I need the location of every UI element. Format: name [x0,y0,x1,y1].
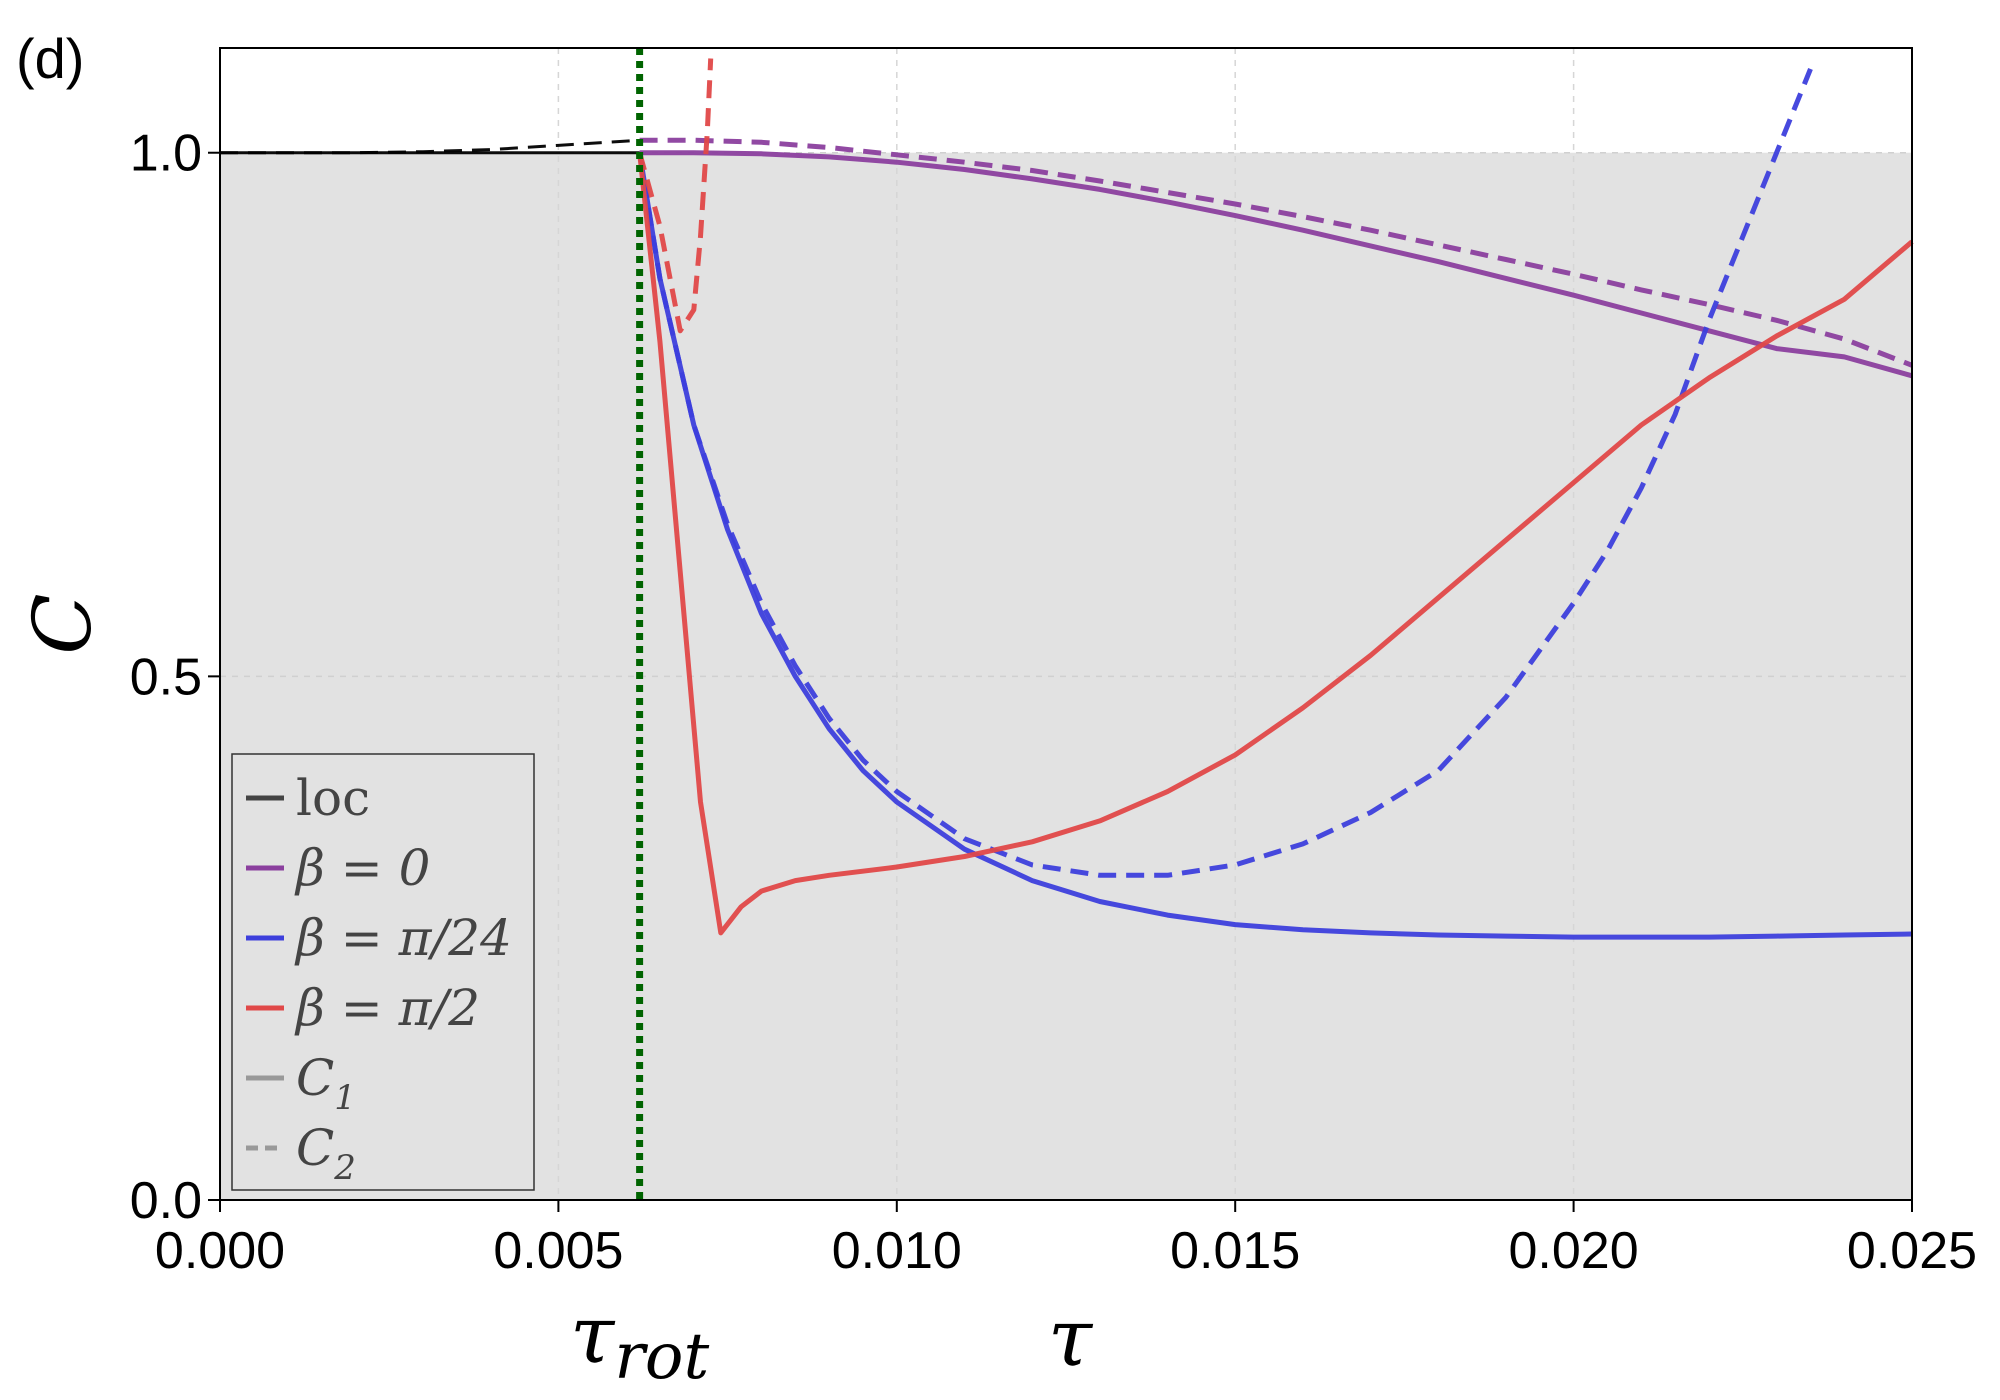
x-axis-label: τ [1048,1291,1094,1384]
y-tick-label: 0.0 [130,1172,202,1230]
plot-frame [219,47,1913,1201]
legend-label: C2 [296,1119,356,1188]
series-line--0-c2 [639,137,1913,368]
tau-rot-label-main: τ [570,1288,616,1381]
legend-label: loc [296,769,370,827]
legend-label: C1 [296,1049,356,1118]
series-line-loc-c2 [220,138,640,155]
x-tick-label: 0.015 [1170,1222,1300,1280]
series-line--2-c2 [637,58,714,334]
legend-item: loc [246,769,370,827]
tau-rot-label-sub: rot [614,1320,709,1394]
axis-labels: C τ τrot [16,593,1094,1394]
legend-label: β = π/2 [294,979,480,1037]
series-line--0-c1 [639,150,1913,379]
series-layer [220,58,1914,940]
x-tick-label: 0.020 [1509,1222,1639,1280]
legend-item: β = π/2 [246,979,480,1037]
legend-item: β = 0 [246,839,430,897]
series-line--2-c1 [637,152,1914,936]
legend-item: C1 [246,1049,356,1118]
tau-rot-label: τrot [570,1288,709,1394]
x-tick-label: 0.025 [1847,1222,1977,1280]
axis-ticks: 0.000 0.005 0.010 0.015 0.020 0.025 0.0 0.5 1.0 [130,125,1977,1280]
series-line--24-c2 [637,67,1813,878]
legend-label: β = π/24 [294,909,512,967]
x-tick-label: 0.005 [493,1222,623,1280]
y-tick-label: 0.5 [130,648,202,706]
legend-box [231,753,535,1191]
legend-item: β = π/24 [246,909,512,967]
panel-label: (d) [16,27,84,90]
legend-item: C2 [246,1119,356,1188]
legend-label: β = 0 [294,839,430,897]
series-line--24-c1 [637,152,1913,940]
y-tick-label: 1.0 [130,125,202,183]
y-axis-label: C [16,593,109,654]
x-tick-label: 0.000 [155,1222,285,1280]
x-tick-label: 0.010 [832,1222,962,1280]
